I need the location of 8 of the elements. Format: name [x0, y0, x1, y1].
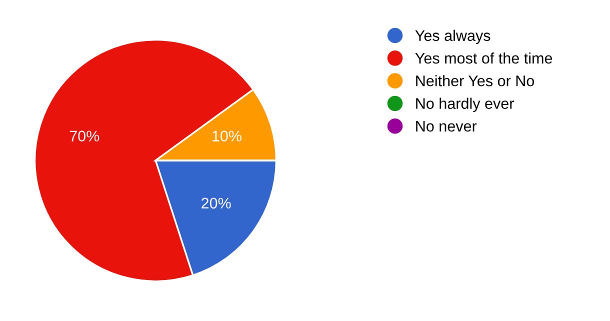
data-label: 10% [212, 130, 242, 142]
legend-label: No hardly ever [416, 98, 514, 112]
data-label: 70% [70, 130, 100, 142]
legend-label: Neither Yes or No [416, 75, 534, 86]
data-label: 20% [202, 198, 231, 209]
legend-label: Yes most of the time [415, 52, 552, 64]
legend-label: No never [416, 120, 477, 132]
legend-label: Yes always [415, 30, 490, 44]
